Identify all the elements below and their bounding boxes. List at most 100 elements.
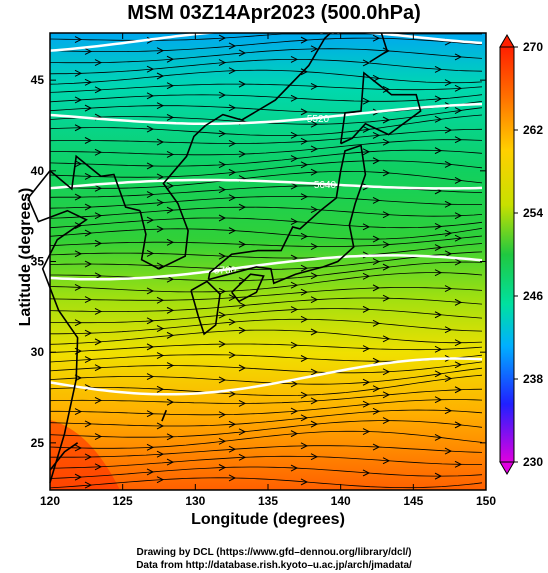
stream-arrow [156, 138, 165, 146]
stream-arrow [218, 186, 227, 194]
height-contour [49, 254, 483, 281]
stream-arrow [444, 326, 453, 334]
credit-data: Data from http://database.rish.kyoto–u.a… [136, 560, 412, 571]
stream-arrow [310, 45, 319, 53]
stream-arrow [362, 272, 371, 280]
stream-arrow [166, 433, 175, 441]
stream-arrow [156, 385, 165, 393]
stream-arrow [290, 218, 299, 226]
stream-arrow [372, 357, 381, 365]
stream-arrow [238, 80, 247, 88]
stream-arrow [434, 472, 443, 480]
stream-arrow [228, 67, 237, 75]
stream-arrow [94, 86, 103, 94]
stream-arrow [146, 216, 155, 224]
stream-arrow [156, 476, 165, 484]
stream-arrow [310, 453, 319, 461]
stream-arrow [434, 65, 443, 73]
stream-arrow [372, 385, 381, 393]
stream-arrow [382, 169, 391, 177]
streamline [50, 318, 483, 335]
streamline [49, 329, 483, 345]
height-contour-layer: 5400 5520 5640 5760 [49, 26, 483, 396]
stream-arrow [382, 263, 391, 271]
stream-arrow [218, 34, 227, 42]
stream-arrow [382, 457, 391, 465]
colorbar-label: 230 [523, 455, 543, 469]
height-contour [49, 27, 483, 52]
stream-arrow [228, 390, 237, 398]
stream-arrow [218, 130, 227, 138]
stream-arrow [166, 398, 175, 406]
stream-arrow [300, 36, 309, 44]
height-contour [49, 357, 483, 396]
stream-arrow [372, 34, 381, 42]
streamline [49, 48, 483, 64]
contour-label: 5400 [319, 26, 342, 37]
coastline [190, 280, 221, 336]
stream-arrow [166, 306, 175, 314]
lat-tick-label: 35 [31, 255, 45, 269]
stream-arrow [310, 272, 319, 280]
stream-arrow [146, 343, 155, 351]
stream-arrow [434, 396, 443, 404]
lon-tick-label: 130 [185, 494, 205, 508]
coastline [161, 409, 168, 422]
stream-arrow [444, 407, 453, 415]
stream-arrow [362, 223, 371, 231]
stream-arrow [84, 260, 93, 268]
streamline [49, 33, 482, 41]
stream-arrow [290, 380, 299, 388]
stream-arrow [238, 399, 247, 407]
streamline [49, 37, 483, 52]
stream-arrow [310, 420, 319, 428]
stream-arrow [94, 364, 103, 372]
lon-tick-label: 140 [331, 494, 351, 508]
stream-arrow [228, 445, 237, 453]
stream-arrow [156, 450, 165, 458]
stream-arrow [156, 47, 165, 55]
stream-arrow [372, 157, 381, 165]
stream-arrow [372, 258, 381, 266]
stream-arrow [146, 443, 155, 451]
stream-arrow [74, 284, 83, 291]
stream-arrow [372, 74, 381, 82]
streamline-layer [49, 33, 483, 489]
stream-arrow [290, 464, 299, 472]
stream-arrow [362, 126, 371, 133]
stream-arrow [94, 148, 103, 156]
stream-arrow [362, 148, 371, 156]
stream-arrow [382, 138, 391, 146]
streamline [49, 83, 483, 93]
streamline [49, 59, 483, 75]
stream-arrow [290, 182, 299, 190]
streamline [49, 235, 483, 247]
stream-arrow [310, 397, 319, 405]
stream-arrow [146, 287, 155, 295]
colorbar-label: 270 [523, 40, 543, 54]
streamline [49, 251, 483, 270]
stream-arrow [74, 69, 83, 77]
stream-arrow [228, 140, 237, 147]
streamline [49, 139, 483, 156]
stream-arrow [94, 184, 103, 192]
stream-arrow [372, 235, 381, 243]
stream-arrow [434, 269, 443, 277]
credit-drawing: Drawing by DCL (https://www.gfd–dennou.o… [136, 547, 412, 558]
stream-arrow [156, 102, 165, 110]
lat-tick-label: 30 [31, 345, 45, 359]
stream-arrow [74, 124, 83, 132]
streamline [49, 367, 483, 385]
stream-arrow [218, 214, 227, 222]
stream-arrow [238, 240, 247, 248]
coastline [369, 32, 389, 63]
stream-arrow [454, 136, 463, 144]
stream-arrow [228, 42, 237, 50]
stream-arrow [74, 250, 83, 258]
coastline [139, 124, 207, 270]
stream-arrow [218, 376, 227, 384]
stream-arrow [454, 234, 463, 242]
stream-arrow [300, 108, 309, 116]
stream-arrow [94, 272, 103, 280]
stream-arrow [84, 481, 93, 489]
